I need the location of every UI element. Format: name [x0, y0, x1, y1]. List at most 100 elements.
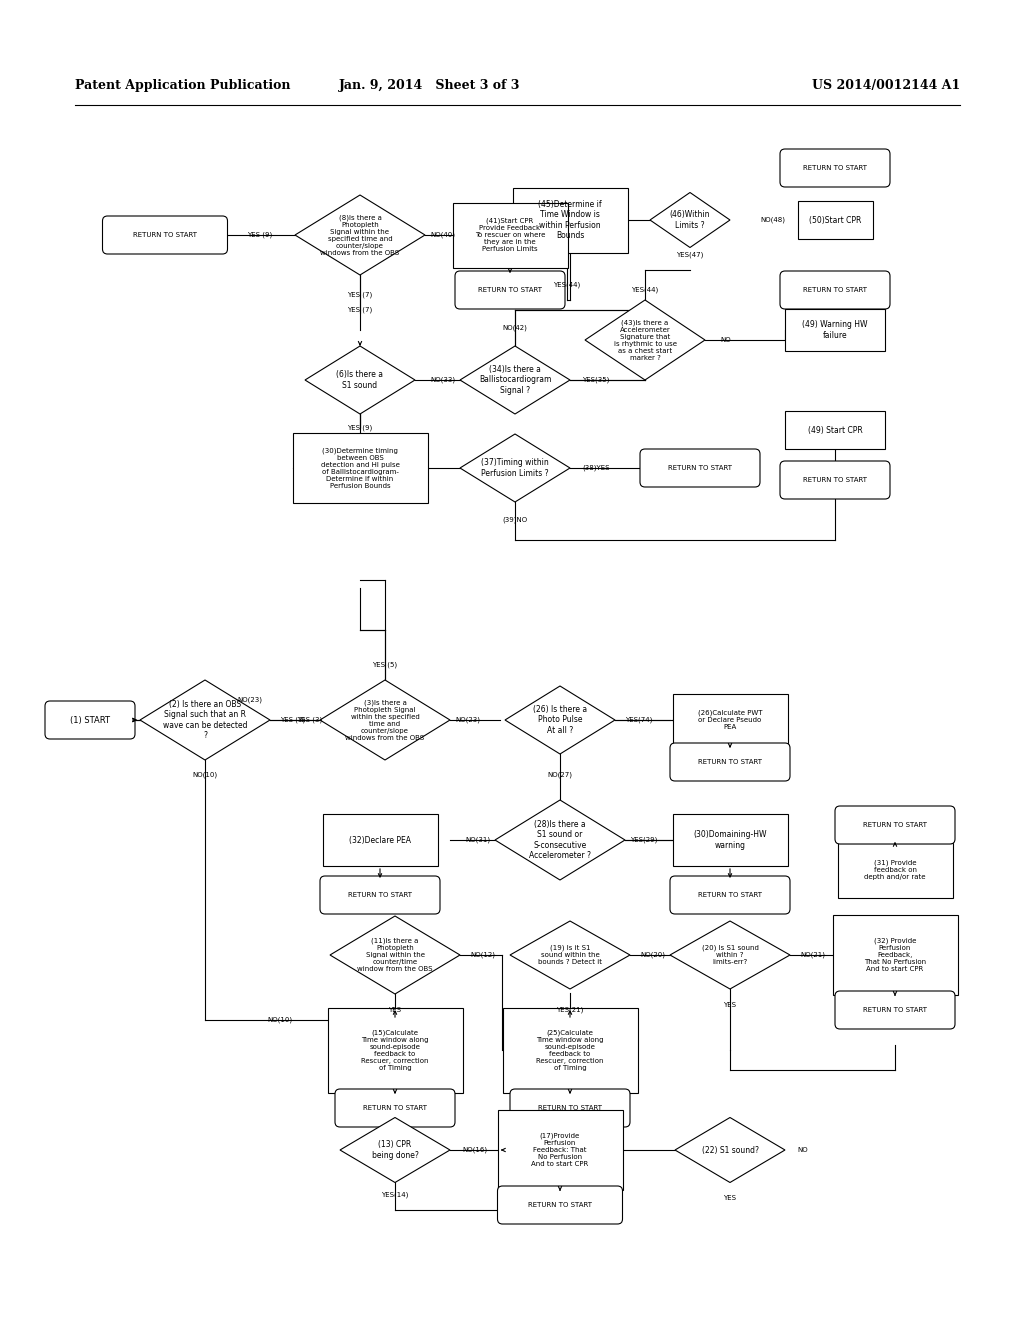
- FancyBboxPatch shape: [102, 216, 227, 253]
- Text: RETURN TO START: RETURN TO START: [698, 759, 762, 766]
- Text: YES(14): YES(14): [381, 1192, 409, 1199]
- Text: (41)Start CPR
Provide Feedback
To rescuer on where
they are in the
Perfusion Lim: (41)Start CPR Provide Feedback To rescue…: [475, 218, 545, 252]
- FancyBboxPatch shape: [835, 807, 955, 843]
- Text: (15)Calculate
Time window along
sound-episode
feedback to
Rescuer, correction
of: (15)Calculate Time window along sound-ep…: [361, 1030, 429, 1071]
- FancyBboxPatch shape: [503, 1007, 638, 1093]
- FancyBboxPatch shape: [673, 694, 787, 746]
- Text: (31) Provide
feedback on
depth and/or rate: (31) Provide feedback on depth and/or ra…: [864, 859, 926, 880]
- Text: (11)Is there a
Photopleth
Signal within the
counter/time
window from the OBS: (11)Is there a Photopleth Signal within …: [357, 937, 433, 973]
- Text: (26) Is there a
Photo Pulse
At all ?: (26) Is there a Photo Pulse At all ?: [532, 705, 587, 735]
- Polygon shape: [585, 300, 705, 380]
- Text: YES(74): YES(74): [625, 717, 652, 723]
- Text: (19) Is it S1
sound within the
bounds ? Detect it: (19) Is it S1 sound within the bounds ? …: [538, 945, 602, 965]
- Text: (39)NO: (39)NO: [503, 516, 527, 523]
- Text: (22) S1 sound?: (22) S1 sound?: [701, 1146, 759, 1155]
- Text: YES(35): YES(35): [582, 376, 609, 383]
- Polygon shape: [295, 195, 425, 275]
- Text: YES (9): YES (9): [347, 425, 373, 432]
- FancyBboxPatch shape: [835, 991, 955, 1030]
- Text: RETURN TO START: RETURN TO START: [538, 1105, 602, 1111]
- Text: (32)Declare PEA: (32)Declare PEA: [349, 836, 411, 845]
- Text: NO(42): NO(42): [503, 325, 527, 331]
- Text: Patent Application Publication: Patent Application Publication: [75, 78, 291, 91]
- Text: RETURN TO START: RETURN TO START: [528, 1203, 592, 1208]
- Polygon shape: [460, 346, 570, 414]
- Text: NO(20): NO(20): [640, 952, 665, 958]
- Text: NO(16): NO(16): [462, 1147, 487, 1154]
- Polygon shape: [140, 680, 270, 760]
- FancyBboxPatch shape: [335, 1089, 455, 1127]
- Text: RETURN TO START: RETURN TO START: [803, 477, 867, 483]
- Text: YES: YES: [724, 1002, 736, 1008]
- Text: YES (9): YES (9): [248, 232, 272, 238]
- Text: (30)Determine timing
between OBS
detection and HI pulse
of Ballistocardiogram-
D: (30)Determine timing between OBS detecti…: [321, 447, 399, 488]
- Text: NO(40): NO(40): [430, 232, 455, 238]
- FancyBboxPatch shape: [785, 411, 885, 449]
- FancyBboxPatch shape: [833, 915, 957, 995]
- Text: RETURN TO START: RETURN TO START: [348, 892, 412, 898]
- Text: (2) Is there an OBS
Signal such that an R
wave can be detected
?: (2) Is there an OBS Signal such that an …: [163, 700, 247, 741]
- Text: (25)Calculate
Time window along
sound-episode
feedback to
Rescuer, correction
of: (25)Calculate Time window along sound-ep…: [537, 1030, 604, 1071]
- Text: (28)Is there a
S1 sound or
S-consecutive
Accelerometer ?: (28)Is there a S1 sound or S-consecutive…: [529, 820, 591, 861]
- Text: (1) START: (1) START: [70, 715, 110, 725]
- Text: (17)Provide
Perfusion
Feedback: That
No Perfusion
And to start CPR: (17)Provide Perfusion Feedback: That No …: [531, 1133, 589, 1167]
- Text: YES: YES: [724, 1195, 736, 1201]
- Text: (3)Is there a
Photopleth Signal
within the specified
time and
counter/slope
wind: (3)Is there a Photopleth Signal within t…: [345, 700, 425, 741]
- Text: NO(10): NO(10): [193, 772, 217, 779]
- FancyBboxPatch shape: [798, 201, 872, 239]
- Text: YES(47): YES(47): [676, 252, 703, 259]
- Text: RETURN TO START: RETURN TO START: [133, 232, 197, 238]
- Text: (49) Start CPR: (49) Start CPR: [808, 425, 862, 434]
- Text: (6)Is there a
S1 sound: (6)Is there a S1 sound: [337, 371, 384, 389]
- Text: (38)YES: (38)YES: [582, 465, 609, 471]
- Text: NO(27): NO(27): [548, 772, 572, 779]
- FancyBboxPatch shape: [780, 271, 890, 309]
- Polygon shape: [675, 1118, 785, 1183]
- Text: (30)Domaining-HW
warning: (30)Domaining-HW warning: [693, 830, 767, 850]
- Text: NO(10): NO(10): [267, 1016, 293, 1023]
- FancyBboxPatch shape: [512, 187, 628, 252]
- Text: (49) Warning HW
failure: (49) Warning HW failure: [802, 321, 867, 339]
- FancyBboxPatch shape: [780, 461, 890, 499]
- FancyBboxPatch shape: [780, 149, 890, 187]
- Text: YES (7): YES (7): [347, 306, 373, 313]
- Text: (34)Is there a
Ballistocardiogram
Signal ?: (34)Is there a Ballistocardiogram Signal…: [479, 366, 551, 395]
- FancyBboxPatch shape: [319, 876, 440, 913]
- Polygon shape: [505, 686, 615, 754]
- Polygon shape: [670, 921, 790, 989]
- Text: NO: NO: [720, 337, 731, 343]
- Polygon shape: [650, 193, 730, 248]
- FancyBboxPatch shape: [455, 271, 565, 309]
- Text: (45)Determine if
Time Window is
within Perfusion
Bounds: (45)Determine if Time Window is within P…: [539, 199, 602, 240]
- Text: (26)Calculate PWT
or Declare Pseudo
PEA: (26)Calculate PWT or Declare Pseudo PEA: [697, 710, 762, 730]
- Text: YES(29): YES(29): [630, 837, 657, 843]
- Text: RETURN TO START: RETURN TO START: [478, 286, 542, 293]
- Text: YES (7): YES (7): [347, 292, 373, 298]
- Polygon shape: [305, 346, 415, 414]
- Text: FIG. 6: FIG. 6: [734, 843, 785, 857]
- FancyBboxPatch shape: [838, 842, 952, 898]
- Text: YES (3): YES (3): [280, 717, 305, 723]
- Text: YES(44): YES(44): [553, 281, 581, 288]
- Polygon shape: [340, 1118, 450, 1183]
- FancyBboxPatch shape: [453, 202, 567, 268]
- Text: YES: YES: [388, 1007, 401, 1012]
- Text: NO: NO: [797, 1147, 808, 1152]
- Polygon shape: [510, 921, 630, 989]
- Text: (20) Is S1 sound
within ?
limits-err?: (20) Is S1 sound within ? limits-err?: [701, 945, 759, 965]
- Text: RETURN TO START: RETURN TO START: [803, 165, 867, 172]
- Text: (32) Provide
Perfusion
Feedback,
That No Perfusion
And to start CPR: (32) Provide Perfusion Feedback, That No…: [864, 937, 926, 973]
- Polygon shape: [460, 434, 570, 502]
- Text: NO(33): NO(33): [430, 376, 455, 383]
- Text: NO(48): NO(48): [760, 216, 785, 223]
- FancyBboxPatch shape: [45, 701, 135, 739]
- FancyBboxPatch shape: [640, 449, 760, 487]
- Text: YES (5): YES (5): [373, 661, 397, 668]
- FancyBboxPatch shape: [323, 814, 437, 866]
- Text: YES(21): YES(21): [556, 1007, 584, 1014]
- FancyBboxPatch shape: [498, 1110, 623, 1191]
- Text: YES (3): YES (3): [297, 717, 323, 723]
- Text: YES(44): YES(44): [632, 286, 658, 293]
- Text: RETURN TO START: RETURN TO START: [362, 1105, 427, 1111]
- Text: (50)Start CPR: (50)Start CPR: [809, 215, 861, 224]
